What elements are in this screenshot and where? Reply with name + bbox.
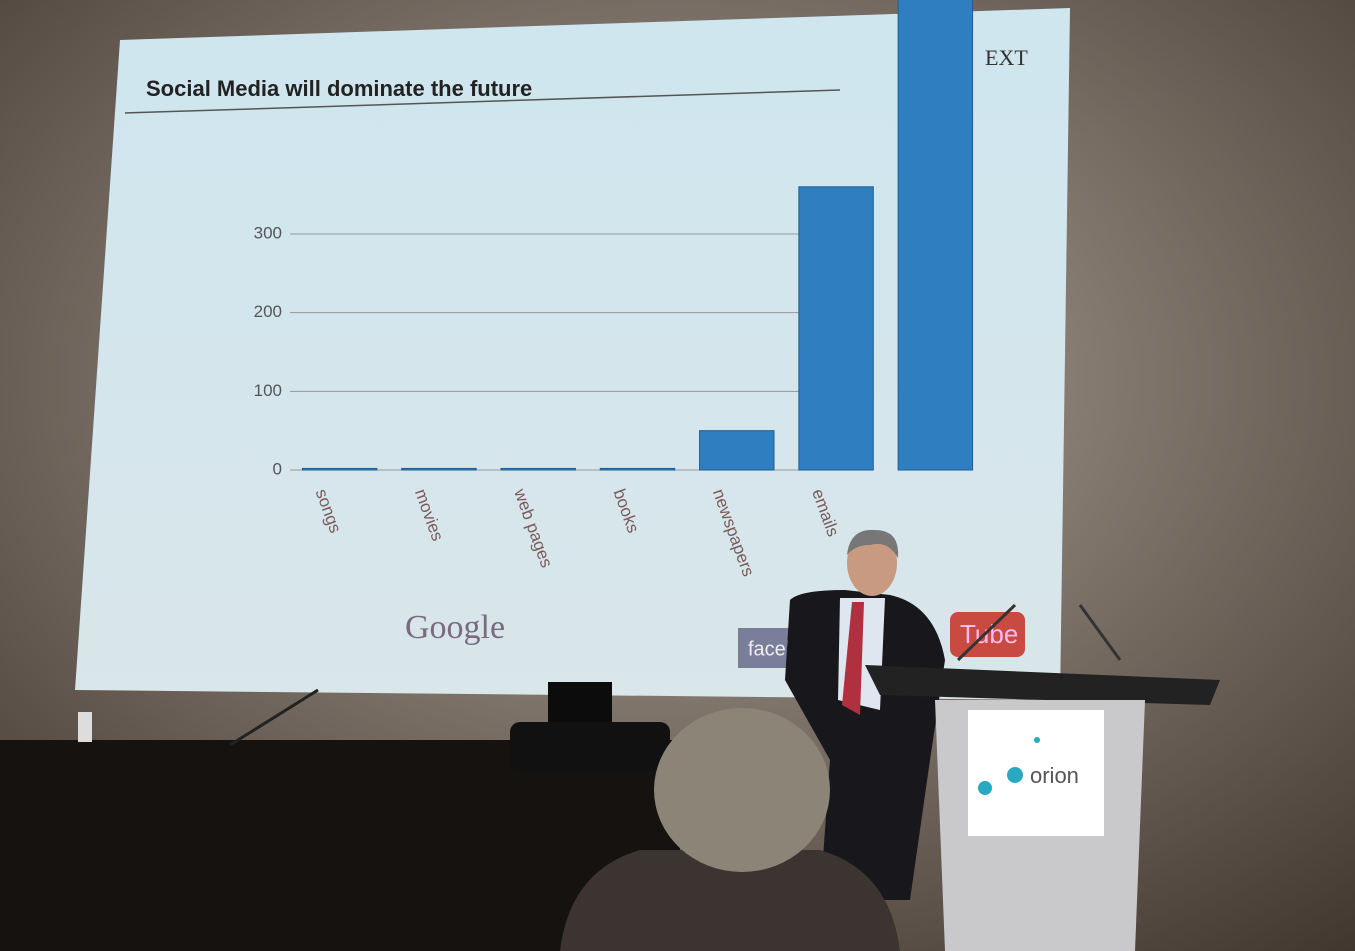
slide-title: Social Media will dominate the future — [146, 76, 532, 101]
y-tick-label: 100 — [254, 381, 282, 400]
bar — [600, 468, 674, 470]
orion-dot — [1007, 767, 1023, 783]
orion-dot — [1034, 737, 1040, 743]
audience-head — [654, 708, 830, 872]
bar — [402, 468, 476, 470]
y-tick-label: 300 — [254, 223, 282, 242]
podium-logo: orion — [1030, 763, 1079, 788]
y-tick-label: 0 — [273, 459, 282, 478]
bar — [302, 468, 376, 470]
bag — [510, 722, 670, 772]
google-logo: Google — [405, 609, 505, 646]
bar — [799, 187, 873, 470]
corner-logo: EXT — [985, 45, 1028, 70]
youtube-logo: Tube — [960, 619, 1018, 649]
orion-dot — [978, 781, 992, 795]
bar — [898, 0, 972, 470]
y-tick-label: 200 — [254, 302, 282, 321]
photo: Social Media will dominate the future EX… — [0, 0, 1355, 951]
laptop — [548, 682, 612, 727]
bar — [501, 468, 575, 470]
bottle — [78, 712, 92, 742]
bar — [700, 431, 774, 470]
